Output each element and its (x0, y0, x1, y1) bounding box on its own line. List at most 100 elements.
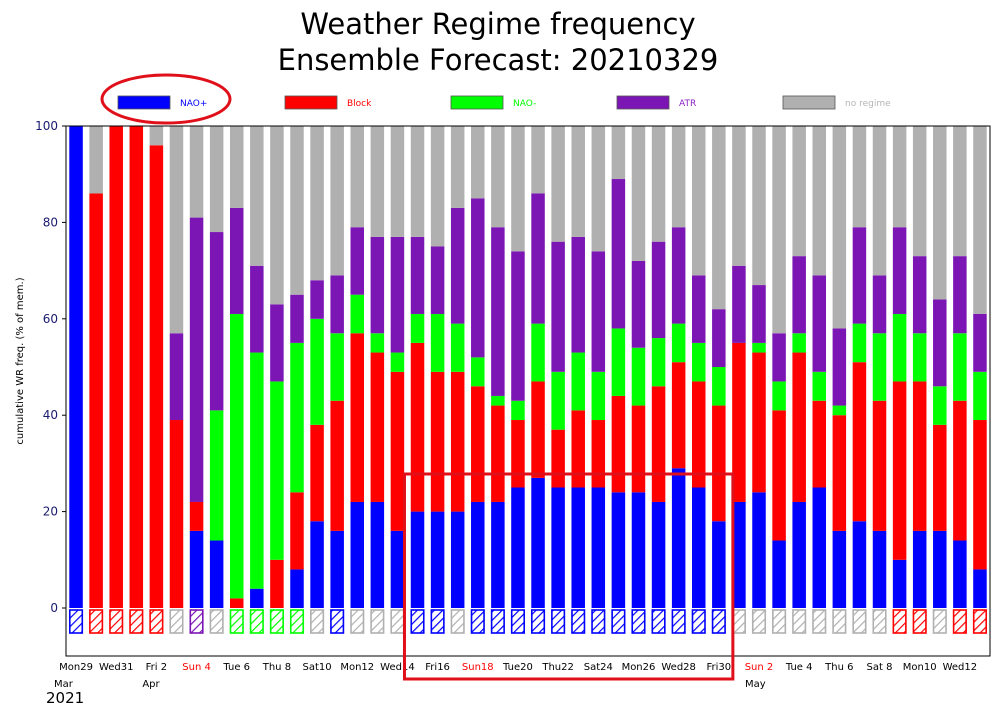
bar-segment (350, 294, 365, 334)
bar-segment (712, 405, 726, 522)
x-tick-label: Thu22 (541, 662, 574, 673)
bar-segment (471, 198, 485, 358)
annotations (100, 73, 735, 681)
bar-segment (712, 309, 726, 367)
bar-segment (611, 492, 626, 608)
y-axis-label: cumulative WR freq. (% of mem.) (15, 277, 26, 444)
bar-segment (772, 410, 786, 541)
bar-segment (390, 126, 405, 237)
bar-segment (310, 126, 324, 281)
dominant-regime-box (772, 609, 787, 634)
bar-segment (631, 347, 646, 406)
bar-segment (270, 126, 284, 305)
bar-segment (812, 400, 827, 488)
bar-segment (310, 280, 324, 319)
bar-segment (330, 126, 344, 276)
bar-segment (973, 126, 987, 314)
bar-segment (531, 477, 545, 608)
bar-segment (631, 126, 646, 261)
legend-label: ATR (679, 99, 696, 109)
dominant-regime-box (370, 609, 385, 634)
bar-segment (832, 415, 847, 531)
dominant-regime-box (189, 609, 204, 634)
legend-label: no regime (845, 99, 891, 109)
bar-segment (270, 559, 284, 608)
bar-segment (852, 521, 867, 608)
bar-segment (631, 405, 646, 493)
x-tick-label: Tue 6 (222, 662, 250, 673)
bar-segment (450, 511, 465, 608)
bar-segment (250, 588, 264, 608)
bar-segment (350, 126, 365, 228)
y-tick-label: 80 (43, 215, 58, 229)
bar-segment (189, 501, 204, 531)
bar-segment (109, 126, 123, 608)
bar-segment (270, 381, 284, 560)
bar-segment (812, 487, 827, 608)
bar-segment (792, 333, 806, 353)
bar-segment (491, 126, 505, 228)
bar-segment (330, 530, 344, 608)
x-tick-label: Sun 2 (745, 662, 774, 673)
bar-segment (330, 400, 344, 531)
bar-segment (129, 126, 144, 608)
bar-segment (973, 420, 987, 570)
bar-segment (752, 352, 766, 493)
dominant-regime-box (249, 609, 264, 634)
bar-segment (511, 420, 525, 488)
bar-segment (189, 217, 204, 502)
dominant-regime-box (631, 609, 646, 634)
dominant-regime-box (410, 609, 425, 634)
x-tick-label: Fri30 (707, 662, 732, 673)
bar-segment (651, 126, 666, 242)
dominant-regime-box (792, 609, 807, 634)
bar-segment (732, 126, 746, 266)
x-tick-label: Mon10 (903, 662, 937, 673)
bar-segment (571, 487, 585, 608)
bar-segment (671, 362, 686, 469)
x-month-label: Apr (142, 679, 160, 690)
bar-segment (792, 352, 806, 502)
bar-segment (471, 126, 485, 199)
bar-segment (310, 521, 324, 608)
dominant-regime-box (671, 609, 686, 634)
bar-segment (531, 323, 545, 382)
bar-segment (832, 530, 847, 608)
bar-segment (531, 193, 545, 324)
bar-segment (591, 420, 606, 488)
chart-subtitle: Ensemble Forecast: 20210329 (277, 43, 719, 77)
bar-segment (290, 294, 304, 343)
bar-segment (430, 126, 445, 247)
bar-segment (169, 126, 184, 334)
dominant-regime-box (289, 609, 305, 634)
x-tick-label: Wed12 (943, 662, 978, 673)
bar-segment (953, 333, 967, 401)
dominant-regime-box (390, 609, 405, 634)
bar-segment (912, 256, 927, 334)
bar-segment (410, 342, 425, 512)
bar-segment (671, 126, 686, 228)
bar-segment (250, 126, 264, 266)
bar-segment (330, 275, 344, 334)
dominant-regime-box (209, 609, 224, 634)
dominant-regime-box (149, 609, 164, 634)
legend-swatch (450, 95, 504, 110)
bar-segment (852, 323, 867, 363)
bar-segment (691, 381, 706, 488)
bar-segment (812, 371, 827, 401)
bar-segment (69, 126, 83, 608)
bar-segment (953, 400, 967, 541)
dominant-regime-box (470, 609, 485, 634)
dominant-regime-box (551, 609, 566, 634)
x-tick-label: Wed31 (99, 662, 134, 673)
legend: NAO+ Block NAO- ATR no regime (117, 95, 891, 110)
bar-segment (872, 275, 887, 334)
x-tick-label: Sun18 (462, 662, 494, 673)
bar-segment (229, 207, 244, 314)
bar-segment (591, 251, 606, 372)
bar-segment (450, 371, 465, 512)
bar-segment (892, 227, 907, 314)
x-tick-label: Mon26 (622, 662, 656, 673)
bar-segment (551, 371, 565, 430)
bar-segment (872, 126, 887, 276)
